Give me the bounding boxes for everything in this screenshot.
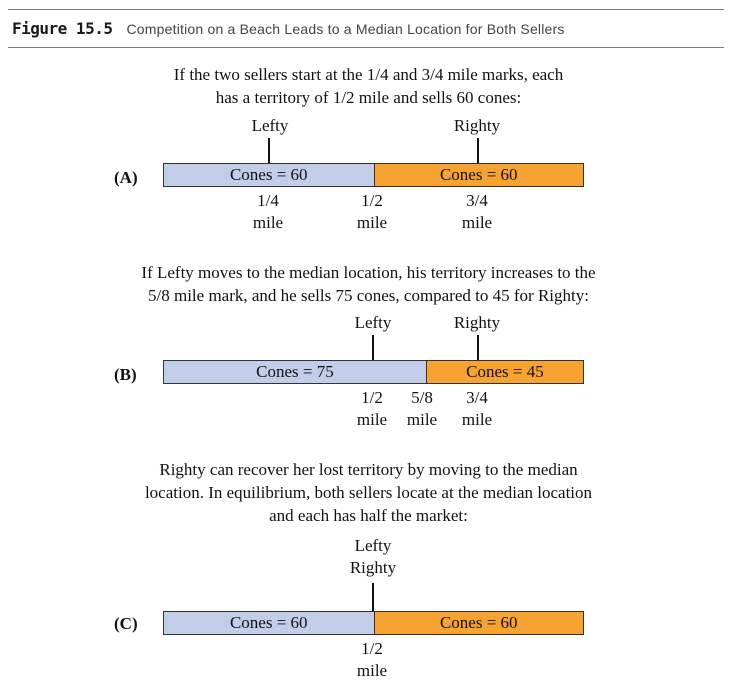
mile-mark-number: 3/4 bbox=[466, 388, 488, 407]
mile-mark-number: 1/4 bbox=[257, 191, 279, 210]
lefty-label: Lefty bbox=[251, 116, 289, 135]
figure-number: Figure 15.5 bbox=[12, 19, 113, 38]
panel-b-caption-line: 5/8 mile mark, and he sells 75 cones, co… bbox=[148, 286, 589, 305]
panel-c-caption-line: location. In equilibrium, both sellers l… bbox=[144, 483, 593, 502]
mile-mark-unit: mile bbox=[356, 213, 388, 232]
righty-cones-label: Cones = 60 bbox=[439, 165, 518, 184]
mile-mark-unit: mile bbox=[356, 410, 388, 429]
beach-bar-b: Cones = 75 Cones = 45 bbox=[163, 360, 584, 384]
righty-position-marker bbox=[477, 335, 479, 360]
lefty-label: Lefty bbox=[354, 536, 392, 555]
beach-bar-a: Cones = 60 Cones = 60 bbox=[163, 163, 584, 187]
lefty-position-marker bbox=[372, 335, 374, 360]
panel-c-caption-line: Righty can recover her lost territory by… bbox=[159, 460, 578, 479]
mile-mark-3-4: 3/4 mile bbox=[447, 387, 507, 431]
lefty-territory: Cones = 75 bbox=[164, 361, 426, 383]
panel-a-letter: (A) bbox=[114, 168, 138, 187]
mile-mark-unit: mile bbox=[461, 410, 493, 429]
mile-mark-number: 5/8 bbox=[411, 388, 433, 407]
mile-mark-number: 1/2 bbox=[361, 639, 383, 658]
lefty-cones-label: Cones = 60 bbox=[229, 165, 308, 184]
lefty-cones-label: Cones = 75 bbox=[256, 362, 334, 381]
mile-mark-unit: mile bbox=[252, 213, 284, 232]
mile-mark-number: 1/2 bbox=[361, 191, 383, 210]
righty-position-marker bbox=[477, 138, 479, 163]
panel-a-caption-line: has a territory of 1/2 mile and sells 60… bbox=[215, 88, 522, 107]
lefty-territory: Cones = 60 bbox=[164, 164, 374, 186]
mile-mark-3-4: 3/4 mile bbox=[447, 190, 507, 234]
panel-c-letter: (C) bbox=[114, 614, 138, 633]
righty-cones-label: Cones = 45 bbox=[466, 362, 544, 381]
righty-label: Righty bbox=[453, 313, 501, 332]
panel-b-letter: (B) bbox=[114, 365, 137, 384]
panel-a-caption: If the two sellers start at the 1/4 and … bbox=[0, 63, 737, 109]
beach-bar-c: Cones = 60 Cones = 60 bbox=[163, 611, 584, 635]
panel-b-caption: If Lefty moves to the median location, h… bbox=[0, 261, 737, 307]
righty-territory: Cones = 45 bbox=[425, 361, 583, 383]
mile-mark-number: 3/4 bbox=[466, 191, 488, 210]
figure-header: Figure 15.5 Competition on a Beach Leads … bbox=[12, 19, 565, 39]
mile-mark-unit: mile bbox=[461, 213, 493, 232]
mile-mark-5-8: 5/8 mile bbox=[392, 387, 452, 431]
righty-territory: Cones = 60 bbox=[373, 164, 583, 186]
mile-mark-1-2: 1/2 mile bbox=[342, 638, 402, 682]
mile-mark-1-4: 1/4 mile bbox=[238, 190, 298, 234]
mile-mark-1-2: 1/2 mile bbox=[342, 190, 402, 234]
righty-label: Righty bbox=[349, 558, 397, 577]
righty-label: Righty bbox=[453, 116, 501, 135]
panel-c-caption-line: and each has half the market: bbox=[269, 506, 468, 525]
mile-mark-1-2: 1/2 mile bbox=[342, 387, 402, 431]
figure-title: Competition on a Beach Leads to a Median… bbox=[126, 21, 565, 37]
top-rule bbox=[8, 9, 724, 10]
mile-mark-unit: mile bbox=[406, 410, 438, 429]
mile-mark-unit: mile bbox=[356, 661, 388, 680]
panel-a-caption-line: If the two sellers start at the 1/4 and … bbox=[173, 65, 564, 84]
lefty-position-marker bbox=[268, 138, 270, 163]
righty-cones-label: Cones = 60 bbox=[439, 613, 518, 632]
lefty-cones-label: Cones = 60 bbox=[229, 613, 308, 632]
header-bottom-rule bbox=[8, 47, 724, 48]
lefty-territory: Cones = 60 bbox=[164, 612, 374, 634]
lefty-label: Lefty bbox=[354, 313, 392, 332]
panel-c-caption: Righty can recover her lost territory by… bbox=[0, 458, 737, 527]
righty-territory: Cones = 60 bbox=[373, 612, 583, 634]
mile-mark-number: 1/2 bbox=[361, 388, 383, 407]
panel-b-caption-line: If Lefty moves to the median location, h… bbox=[141, 263, 596, 282]
sellers-position-marker bbox=[372, 583, 374, 611]
